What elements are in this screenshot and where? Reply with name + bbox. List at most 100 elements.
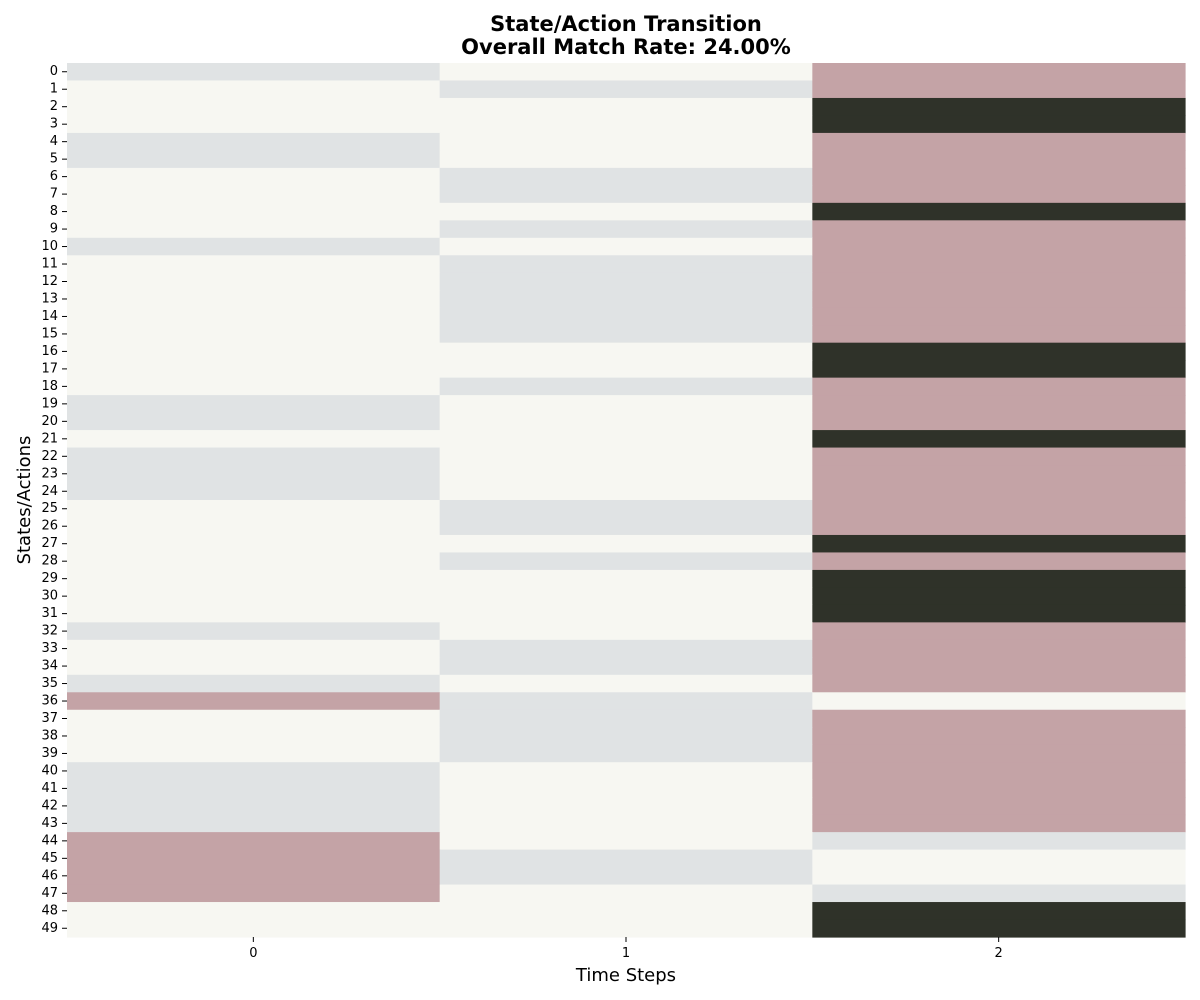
y-tick-label: 22	[41, 449, 58, 464]
y-tick-label: 36	[41, 694, 58, 709]
heatmap-cell	[812, 569, 1186, 588]
heatmap-cell	[439, 185, 813, 204]
heatmap-cell	[67, 884, 441, 903]
heatmap-cell	[812, 674, 1186, 693]
y-tick-label: 21	[41, 431, 58, 446]
heatmap-cell	[812, 290, 1186, 309]
heatmap-cell	[67, 744, 441, 763]
heatmap-cell	[439, 849, 813, 868]
heatmap-cell	[439, 395, 813, 414]
heatmap-cell	[439, 552, 813, 571]
heatmap-cell	[439, 430, 813, 449]
heatmap-cell	[67, 552, 441, 571]
heatmap-cell	[439, 80, 813, 99]
heatmap-cell	[67, 272, 441, 291]
heatmap-cell	[439, 797, 813, 816]
heatmap-cell	[67, 255, 441, 274]
y-tick-label: 44	[41, 833, 58, 848]
heatmap-cell	[812, 622, 1186, 641]
heatmap-cell	[439, 237, 813, 256]
y-tick-label: 11	[41, 257, 58, 272]
heatmap-cell	[439, 639, 813, 658]
heatmap-cell	[439, 360, 813, 379]
y-tick-label: 7	[50, 187, 58, 202]
y-tick-label: 48	[41, 903, 58, 918]
chart-title: State/Action Transition	[490, 12, 762, 36]
heatmap-cell	[67, 604, 441, 623]
heatmap-cell	[812, 360, 1186, 379]
heatmap-cell	[812, 202, 1186, 221]
heatmap-cell	[67, 325, 441, 344]
heatmap-cell	[439, 500, 813, 519]
y-axis-ticks: 0123456789101112131415161718192021222324…	[41, 64, 67, 936]
heatmap-cell	[67, 762, 441, 781]
x-tick-label: 0	[249, 946, 257, 961]
heatmap-cell	[67, 902, 441, 921]
heatmap-cell	[67, 500, 441, 519]
heatmap-cell	[812, 604, 1186, 623]
y-tick-label: 3	[50, 117, 58, 132]
heatmap-cell	[812, 115, 1186, 134]
heatmap-cell	[812, 814, 1186, 833]
heatmap-cell	[439, 465, 813, 484]
y-tick-label: 26	[41, 519, 58, 534]
heatmap-cell	[812, 132, 1186, 151]
y-tick-label: 49	[41, 921, 58, 936]
heatmap-cell	[67, 569, 441, 588]
y-tick-label: 27	[41, 536, 58, 551]
heatmap-cell	[812, 237, 1186, 256]
heatmap-cell	[439, 412, 813, 431]
heatmap-cell	[812, 692, 1186, 711]
heatmap-cell	[439, 587, 813, 606]
x-axis-label: Time Steps	[575, 965, 676, 986]
heatmap-cell	[812, 657, 1186, 676]
heatmap-cell	[67, 237, 441, 256]
y-tick-label: 42	[41, 798, 58, 813]
heatmap-cell	[67, 307, 441, 326]
heatmap-cell	[439, 115, 813, 134]
y-tick-label: 17	[41, 361, 58, 376]
heatmap-cell	[812, 552, 1186, 571]
heatmap-cell	[67, 814, 441, 833]
heatmap-cell	[67, 465, 441, 484]
heatmap-cell	[439, 290, 813, 309]
heatmap-cell	[439, 517, 813, 536]
heatmap-cell	[67, 412, 441, 431]
heatmap-cell	[439, 779, 813, 798]
heatmap-cell	[67, 290, 441, 309]
heatmap-cell	[439, 150, 813, 169]
heatmap-cell	[439, 167, 813, 186]
heatmap-cell	[439, 867, 813, 886]
heatmap-cell	[812, 395, 1186, 414]
y-tick-label: 40	[41, 763, 58, 778]
heatmap-cell	[67, 832, 441, 851]
x-tick-label: 2	[995, 946, 1003, 961]
heatmap-cell	[812, 534, 1186, 554]
y-tick-label: 32	[41, 624, 58, 639]
heatmap-cell	[67, 63, 441, 82]
y-tick-label: 38	[41, 728, 58, 743]
y-tick-label: 31	[41, 606, 58, 621]
heatmap-cell	[67, 150, 441, 169]
heatmap-cell	[67, 482, 441, 501]
heatmap-cell	[439, 63, 813, 82]
heatmap-cell	[439, 307, 813, 326]
heatmap-cell	[67, 447, 441, 466]
heatmap-cell	[67, 395, 441, 414]
heatmap-cell	[439, 569, 813, 588]
heatmap-cell	[67, 639, 441, 658]
y-tick-label: 1	[50, 82, 58, 97]
heatmap-cell	[812, 482, 1186, 501]
x-tick-label: 1	[622, 946, 630, 961]
heatmap-cell	[812, 220, 1186, 239]
heatmap-cell	[812, 744, 1186, 763]
heatmap-cell	[439, 342, 813, 361]
y-tick-label: 9	[50, 222, 58, 237]
y-axis-label: States/Actions	[14, 436, 35, 565]
heatmap-cell	[812, 447, 1186, 466]
heatmap-cell	[812, 500, 1186, 519]
y-tick-label: 39	[41, 746, 58, 761]
y-tick-label: 5	[50, 152, 58, 167]
heatmap-cell	[439, 832, 813, 851]
heatmap-cell	[812, 639, 1186, 658]
